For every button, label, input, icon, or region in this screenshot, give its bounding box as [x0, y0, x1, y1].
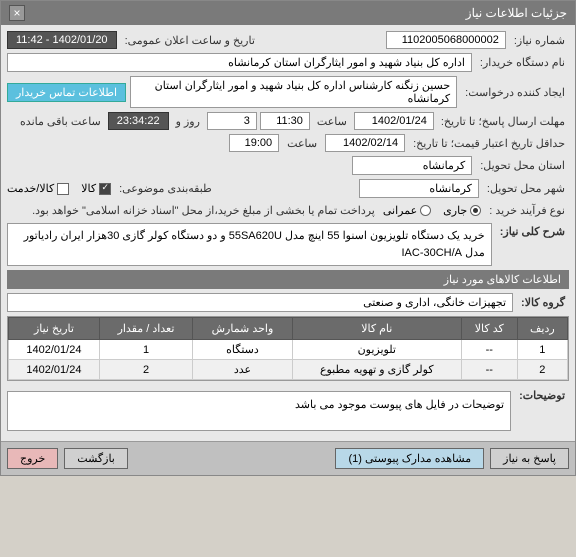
purchase-type-group: جاری عمرانی: [383, 204, 481, 217]
requester-label: ایجاد کننده درخواست:: [461, 84, 569, 101]
price-validity-label: حداقل تاریخ اعتبار قیمت؛ تا تاریخ:: [409, 135, 569, 152]
col-row: ردیف: [517, 318, 567, 340]
remaining-label: ساعت باقی مانده: [16, 113, 105, 130]
cell: 1: [99, 340, 192, 360]
col-code: کد کالا: [461, 318, 517, 340]
radio-icon: [470, 205, 481, 216]
kala-label: کالا: [81, 182, 96, 195]
cell: دستگاه: [193, 340, 293, 360]
cell: 1: [517, 340, 567, 360]
attachments-button[interactable]: مشاهده مدارک پیوستی (1): [335, 448, 484, 469]
budget-check-group: کالا کالا/خدمت: [7, 182, 111, 195]
notes-box: توضیحات در فایل های پیوست موجود می باشد: [7, 391, 511, 431]
cell: 2: [99, 360, 192, 380]
budget-label: طبقه‌بندی موضوعی:: [115, 180, 216, 197]
purchase-type-label: نوع فرآیند خرید :: [485, 202, 569, 219]
cell: کولر گازی و تهویه مطبوع: [292, 360, 461, 380]
general-desc-label: شرح کلی نیاز:: [496, 223, 569, 240]
days-label: روز و: [172, 113, 204, 130]
need-number-field: 1102005068000002: [386, 31, 506, 49]
items-table: ردیف کد کالا نام کالا واحد شمارش تعداد /…: [8, 317, 568, 380]
announce-value: 1402/01/20 - 11:42: [7, 31, 117, 49]
footer-toolbar: پاسخ به نیاز مشاهده مدارک پیوستی (1) باز…: [1, 441, 575, 475]
cell: تلویزیون: [292, 340, 461, 360]
buyer-field: اداره کل بنیاد شهید و امور ایثارگران است…: [7, 53, 472, 72]
cell: 2: [517, 360, 567, 380]
requester-field: حسین زنگنه کارشناس اداره کل بنیاد شهید و…: [130, 76, 457, 108]
delivery-province-label: استان محل تحویل:: [476, 157, 569, 174]
delivery-province-field: کرمانشاه: [352, 156, 472, 175]
items-table-wrap: ردیف کد کالا نام کالا واحد شمارش تعداد /…: [7, 316, 569, 381]
service-label: کالا/خدمت: [7, 182, 54, 195]
contact-buyer-button[interactable]: اطلاعات تماس خریدار: [7, 83, 126, 102]
checkbox-icon: [99, 183, 111, 195]
payment-note: پرداخت تمام یا بخشی از مبلغ خرید،از محل …: [7, 202, 379, 219]
omrani-radio[interactable]: عمرانی: [383, 204, 431, 217]
price-time-label: ساعت: [283, 135, 321, 152]
service-check[interactable]: کالا/خدمت: [7, 182, 69, 195]
checkbox-icon: [57, 183, 69, 195]
need-number-label: شماره نیاز:: [510, 32, 569, 49]
table-row[interactable]: 2 -- کولر گازی و تهویه مطبوع عدد 2 1402/…: [9, 360, 568, 380]
delivery-city-field: کرمانشاه: [359, 179, 479, 198]
content-area: شماره نیاز: 1102005068000002 تاریخ و ساع…: [1, 25, 575, 441]
kala-check[interactable]: کالا: [81, 182, 111, 195]
jari-label: جاری: [443, 204, 467, 217]
items-section-header: اطلاعات کالاهای مورد نیاز: [7, 270, 569, 289]
buyer-label: نام دستگاه خریدار:: [476, 54, 569, 71]
group-label: گروه کالا:: [517, 294, 569, 311]
cell: عدد: [193, 360, 293, 380]
table-row[interactable]: 1 -- تلویزیون دستگاه 1 1402/01/24: [9, 340, 568, 360]
jari-radio[interactable]: جاری: [443, 204, 481, 217]
deadline-time-field: 11:30: [260, 112, 310, 130]
delivery-city-label: شهر محل تحویل:: [483, 180, 569, 197]
cell: 1402/01/24: [9, 340, 100, 360]
notes-label: توضیحات:: [515, 387, 569, 404]
cell: 1402/01/24: [9, 360, 100, 380]
group-field: تجهیزات خانگی، اداری و صنعتی: [7, 293, 513, 312]
announce-label: تاریخ و ساعت اعلان عمومی:: [121, 32, 259, 49]
needs-detail-window: جزئیات اطلاعات نیاز × شماره نیاز: 110200…: [0, 0, 576, 476]
back-button[interactable]: بازگشت: [64, 448, 128, 469]
exit-button[interactable]: خروج: [7, 448, 58, 469]
col-date: تاریخ نیاز: [9, 318, 100, 340]
price-time-field: 19:00: [229, 134, 279, 152]
col-unit: واحد شمارش: [193, 318, 293, 340]
window-title: جزئیات اطلاعات نیاز: [466, 6, 567, 20]
general-desc-box: خرید یک دستگاه تلویزیون اسنوا 55 اینچ مد…: [7, 223, 492, 266]
deadline-time-label: ساعت: [313, 113, 351, 130]
cell: --: [461, 340, 517, 360]
omrani-label: عمرانی: [383, 204, 417, 217]
reply-button[interactable]: پاسخ به نیاز: [490, 448, 569, 469]
col-qty: تعداد / مقدار: [99, 318, 192, 340]
days-count-field: 3: [207, 112, 257, 130]
window-header: جزئیات اطلاعات نیاز ×: [1, 1, 575, 25]
price-date-field: 1402/02/14: [325, 134, 405, 152]
radio-icon: [420, 205, 431, 216]
table-header-row: ردیف کد کالا نام کالا واحد شمارش تعداد /…: [9, 318, 568, 340]
cell: --: [461, 360, 517, 380]
close-icon[interactable]: ×: [9, 5, 25, 21]
deadline-label: مهلت ارسال پاسخ؛ تا تاریخ:: [437, 113, 569, 130]
remaining-time-field: 23:34:22: [108, 112, 169, 130]
deadline-date-field: 1402/01/24: [354, 112, 434, 130]
col-name: نام کالا: [292, 318, 461, 340]
